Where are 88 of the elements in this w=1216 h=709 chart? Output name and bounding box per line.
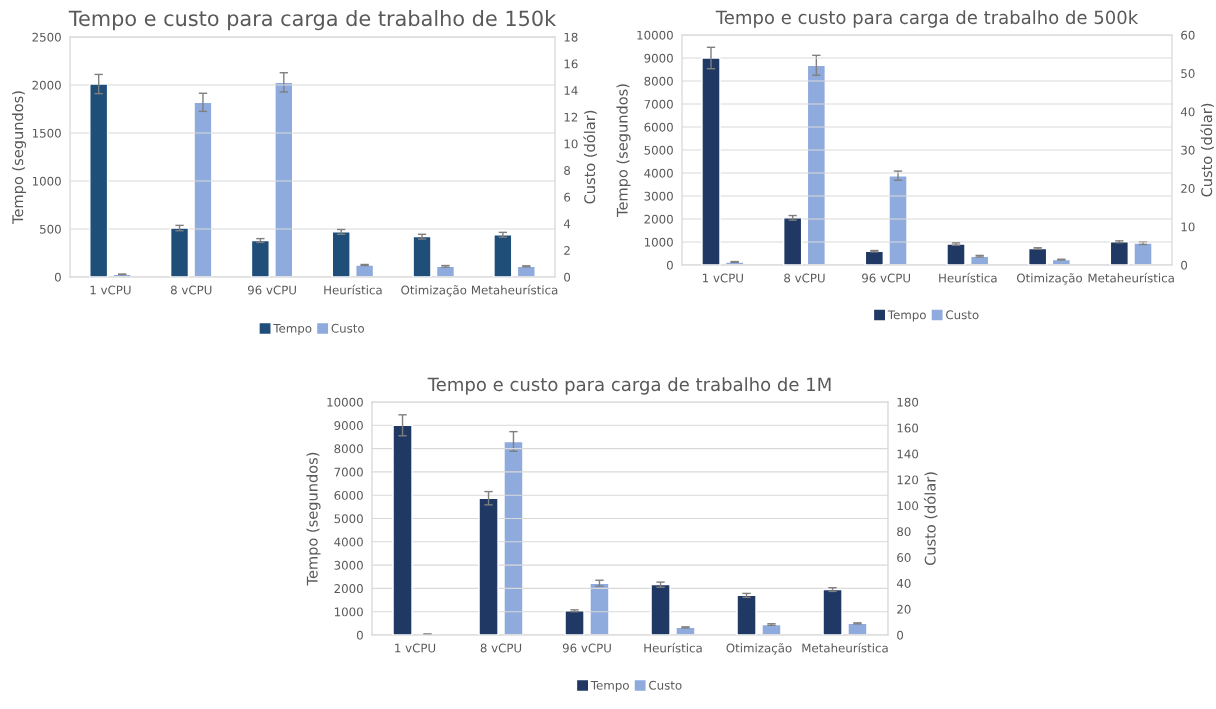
y-tick-label: 7000 (334, 467, 363, 477)
y2-tick-label: 40 (896, 578, 911, 588)
y-axis-title: Tempo (segundos) (11, 91, 27, 224)
y2-tick-label: 8 (564, 166, 571, 175)
y-tick-label: 6000 (644, 122, 673, 132)
y2-tick-label: 12 (564, 112, 578, 122)
y-tick-label: 0 (54, 272, 61, 282)
y-tick-label: 2000 (32, 80, 61, 90)
y2-tick-label: 4 (563, 219, 571, 229)
y2-tick-label: 0 (564, 272, 571, 282)
y2-axis-title: Custo (dólar) (923, 472, 938, 566)
y-tick-label: 5000 (644, 145, 673, 155)
x-tick-label: Metaheurística (802, 642, 888, 653)
y-tick-label: 9000 (334, 421, 363, 430)
y2-tick-label: 120 (897, 475, 919, 485)
y2-tick-label: 10 (1181, 222, 1195, 232)
y-tick-label: 2000 (334, 584, 363, 594)
y2-tick-label: 10 (564, 139, 578, 149)
x-tick-label: 8 vCPU (480, 643, 522, 653)
y-tick-label: 1000 (334, 607, 363, 617)
legend-label: Tempo (273, 323, 312, 336)
y-tick-label: 0 (666, 260, 673, 270)
y-tick-label: 2000 (644, 214, 673, 224)
y2-tick-label: 18 (564, 32, 578, 42)
y-tick-label: 4000 (334, 537, 363, 547)
x-tick-label: 1 vCPU (703, 273, 743, 283)
y2-tick-label: 2 (564, 246, 570, 255)
chart-title: Tempo e custo para carga de trabalho de 500k (715, 10, 1139, 28)
x-tick-label: 1 vCPU (90, 285, 131, 295)
y-tick-label: 10000 (637, 30, 673, 40)
y-tick-label: 500 (40, 224, 61, 234)
y-tick-label: 3000 (334, 560, 363, 570)
legend-label: Custo (649, 680, 682, 690)
x-tick-label: Metaheurística (472, 284, 558, 295)
x-tick-label: Otimização (726, 643, 792, 655)
y2-axis-title: Custo (dólar) (1200, 103, 1214, 197)
x-tick-label: Heurística (644, 642, 702, 653)
legend-label: Tempo (887, 310, 926, 322)
y2-tick-label: 20 (1181, 184, 1195, 193)
x-tick-label: 96 vCPU (247, 285, 296, 295)
legend-label: Custo (946, 310, 979, 320)
y-tick-label: 7000 (644, 99, 673, 109)
y2-axis-title: Custo (dólar) (583, 110, 597, 204)
x-tick-label: 96 vCPU (862, 273, 911, 283)
y-tick-label: 1000 (644, 237, 673, 247)
y2-tick-label: 60 (1181, 30, 1195, 40)
y-tick-label: 0 (356, 630, 363, 640)
y2-tick-label: 6 (564, 192, 571, 202)
y-axis-title: Tempo (segundos) (306, 452, 321, 586)
y2-tick-label: 160 (897, 423, 919, 433)
y2-tick-label: 140 (897, 449, 919, 459)
x-tick-label: 8 vCPU (170, 285, 212, 295)
chart-title: Tempo e custo para carga de trabalho de 1M (427, 377, 831, 395)
y2-tick-label: 80 (897, 527, 911, 537)
y2-tick-label: 20 (897, 604, 911, 614)
y-tick-label: 2500 (32, 32, 61, 42)
y2-tick-label: 180 (897, 397, 919, 407)
y-tick-label: 3000 (644, 191, 673, 201)
y-tick-label: 4000 (644, 168, 673, 178)
y2-tick-label: 16 (564, 59, 578, 69)
y2-tick-label: 30 (1181, 145, 1195, 155)
x-tick-label: Metaheurística (1088, 272, 1174, 283)
x-tick-label: Otimização (401, 285, 467, 297)
x-tick-label: 8 vCPU (784, 273, 825, 283)
y2-tick-label: 60 (897, 553, 911, 562)
x-tick-label: Heurística (939, 272, 997, 283)
y2-tick-label: 0 (897, 630, 904, 640)
x-tick-label: 96 vCPU (562, 643, 611, 653)
x-tick-label: Heurística (324, 284, 382, 295)
x-tick-label: 1 vCPU (395, 643, 436, 653)
y-tick-label: 9000 (644, 53, 673, 63)
y-tick-label: 6000 (334, 490, 363, 500)
y-tick-label: 8000 (334, 444, 363, 454)
y2-tick-label: 40 (1180, 107, 1195, 117)
y2-tick-label: 0 (1181, 260, 1188, 270)
y2-tick-label: 14 (564, 86, 578, 95)
y2-tick-label: 100 (897, 501, 919, 511)
legend-label: Tempo (590, 680, 629, 692)
y-tick-label: 8000 (644, 76, 673, 86)
y-tick-label: 1000 (32, 176, 61, 186)
y2-tick-label: 50 (1181, 69, 1195, 78)
y-tick-label: 10000 (327, 397, 363, 407)
chart-title: Tempo e custo para carga de trabalho de 150k (68, 10, 557, 31)
y-tick-label: 1500 (32, 128, 61, 138)
y-tick-label: 5000 (334, 514, 363, 524)
legend-label: Custo (331, 323, 364, 333)
y-axis-title: Tempo (segundos) (616, 84, 631, 217)
x-tick-label: Otimização (1016, 273, 1083, 285)
